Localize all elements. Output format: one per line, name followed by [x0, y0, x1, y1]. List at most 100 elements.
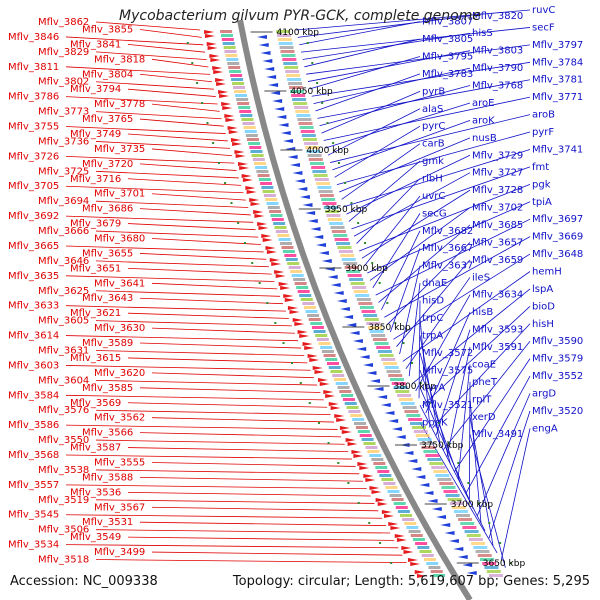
- forward-feature: [323, 390, 334, 394]
- gene-label-left: Mflv_3631: [38, 345, 89, 356]
- category-band: [282, 58, 297, 61]
- right-connector: [306, 44, 531, 75]
- boundary-dot: [321, 102, 324, 104]
- forward-feature: [204, 34, 215, 38]
- gene-label-right: ruvC: [532, 5, 555, 16]
- scale-tick-label: 3900 kbp: [345, 264, 388, 274]
- category-band: [251, 154, 264, 157]
- category-band: [367, 326, 382, 329]
- forward-feature: [280, 286, 291, 290]
- category-band: [313, 174, 328, 177]
- category-band: [373, 462, 386, 465]
- forward-feature: [222, 106, 233, 110]
- gene-label-left: Mflv_3643: [82, 293, 133, 304]
- category-band: [299, 294, 312, 297]
- scale-tick-label: 3700 kbp: [451, 500, 494, 510]
- gene-label-left: Mflv_3655: [82, 248, 133, 259]
- genome-ring-arc: [237, 19, 473, 600]
- right-connector: [323, 96, 531, 141]
- reverse-feature: [444, 531, 455, 535]
- boundary-dot: [510, 562, 513, 564]
- category-band: [387, 490, 400, 493]
- gene-label-right: Mflv_3579: [532, 354, 583, 365]
- gene-label-right: ribH: [422, 174, 443, 185]
- reverse-feature: [330, 283, 341, 287]
- category-band: [235, 94, 248, 97]
- left-connector: [127, 536, 395, 541]
- forward-feature: [261, 234, 272, 238]
- category-band: [327, 362, 340, 365]
- reverse-feature: [448, 539, 459, 543]
- right-connector: [296, 9, 531, 31]
- reverse-feature: [423, 491, 434, 495]
- gene-label-left: Mflv_3641: [94, 278, 145, 289]
- category-band: [277, 234, 290, 237]
- gene-label-left: Mflv_3725: [38, 166, 89, 177]
- left-connector: [65, 36, 204, 46]
- right-connector: [378, 224, 471, 303]
- category-band: [309, 162, 324, 165]
- category-band: [297, 290, 310, 293]
- boundary-dot: [244, 242, 247, 244]
- reverse-feature: [313, 235, 324, 239]
- reverse-feature: [266, 75, 277, 79]
- map-title: Mycobacterium gilvum PYR-GCK, complete g…: [119, 8, 481, 24]
- scale-tick-label: 3750 kbp: [421, 441, 464, 451]
- forward-feature: [345, 438, 356, 442]
- category-band: [258, 178, 271, 181]
- category-band: [246, 138, 259, 141]
- category-band: [320, 346, 333, 349]
- gene-label-right: Mflv_3728: [472, 185, 523, 196]
- right-connector: [334, 125, 421, 178]
- gene-label-left: Mflv_3694: [38, 196, 89, 207]
- category-band: [406, 414, 421, 417]
- right-connector: [359, 183, 531, 252]
- category-band: [391, 498, 404, 501]
- right-connector: [319, 85, 471, 127]
- left-connector: [151, 58, 209, 68]
- category-band: [441, 486, 456, 489]
- boundary-dot: [196, 82, 199, 84]
- left-connector: [95, 200, 249, 208]
- category-band: [220, 30, 233, 33]
- gene-label-left: Mflv_3568: [8, 450, 59, 461]
- boundary-dot: [477, 502, 480, 504]
- forward-feature: [221, 102, 232, 106]
- reverse-feature: [466, 571, 477, 575]
- reverse-feature: [411, 467, 422, 471]
- forward-feature: [377, 502, 388, 506]
- category-band: [293, 102, 308, 105]
- category-band: [308, 158, 323, 161]
- category-band: [344, 266, 359, 269]
- left-connector: [127, 447, 349, 453]
- gene-label-right: Mflv_3783: [422, 69, 473, 80]
- gene-label-right: argD: [532, 389, 556, 400]
- boundary-dot: [499, 542, 502, 544]
- reverse-feature: [462, 563, 473, 567]
- category-band: [292, 98, 307, 101]
- right-connector: [453, 358, 531, 473]
- category-band: [330, 226, 345, 229]
- gene-label-left: Mflv_3802: [38, 77, 89, 88]
- reverse-feature: [270, 91, 281, 95]
- forward-feature: [241, 174, 252, 178]
- category-band: [244, 130, 257, 133]
- category-band: [288, 266, 301, 269]
- category-band: [321, 198, 336, 201]
- gene-label-right: uvrC: [422, 191, 445, 202]
- category-band: [306, 150, 321, 153]
- left-connector: [95, 111, 222, 120]
- right-connector: [408, 283, 421, 377]
- gene-label-left: Mflv_3566: [82, 428, 133, 439]
- right-connector: [304, 38, 421, 68]
- category-band: [303, 306, 316, 309]
- category-band: [393, 386, 408, 389]
- category-band: [375, 466, 388, 469]
- category-band: [240, 114, 253, 117]
- left-connector: [95, 409, 331, 416]
- right-connector: [422, 306, 531, 406]
- category-band: [318, 190, 333, 193]
- gene-label-left: Mflv_3755: [8, 122, 59, 133]
- category-band: [255, 166, 268, 169]
